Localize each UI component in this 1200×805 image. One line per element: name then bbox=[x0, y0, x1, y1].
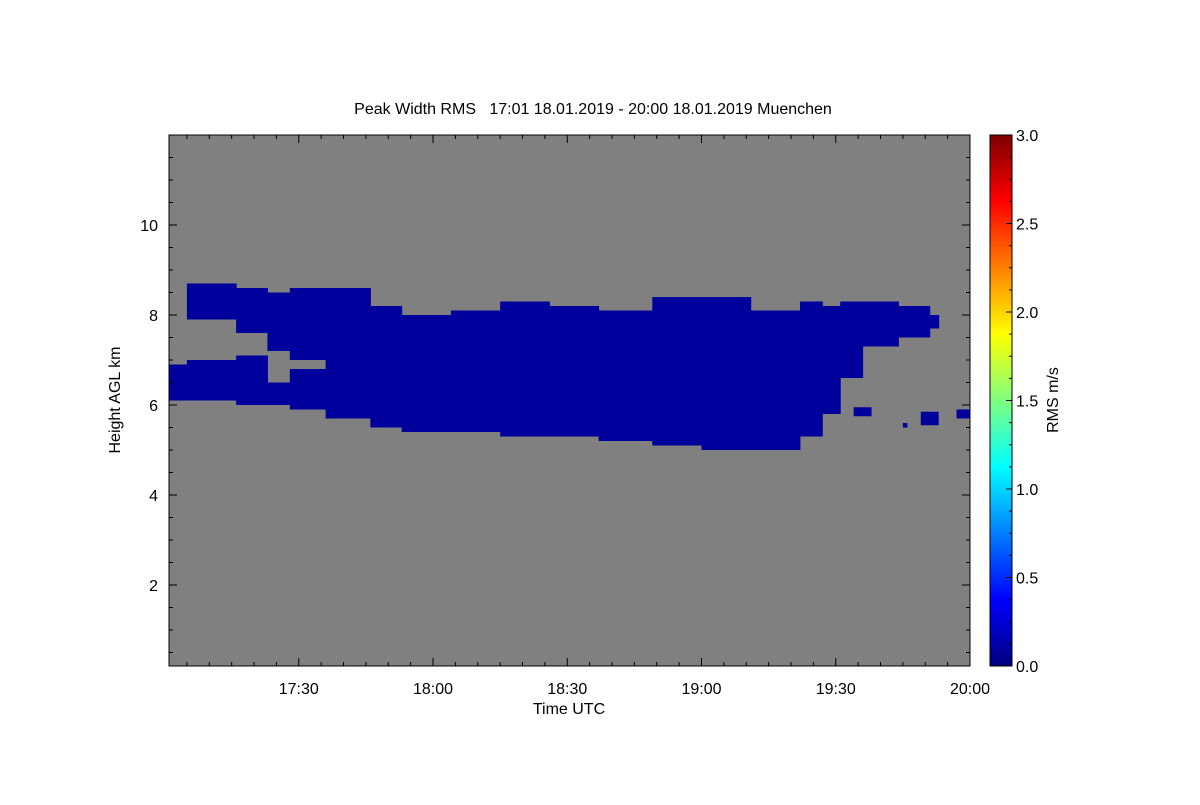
cloud-cell bbox=[902, 423, 908, 428]
x-axis-label: Time UTC bbox=[533, 701, 605, 718]
cloud-cell bbox=[549, 306, 600, 437]
cloud-cell bbox=[853, 407, 872, 417]
cloud-cell bbox=[750, 310, 801, 450]
colorbar-tick-label: 1.5 bbox=[1016, 394, 1038, 411]
cloud-cell bbox=[652, 297, 703, 446]
x-tick-label: 19:00 bbox=[681, 681, 721, 698]
cloud-cell bbox=[236, 355, 268, 405]
cloud-cell bbox=[450, 310, 501, 432]
x-tick-label: 17:30 bbox=[279, 681, 319, 698]
x-tick-label: 20:00 bbox=[950, 681, 990, 698]
cloud-cell bbox=[799, 301, 823, 437]
cloud-cell bbox=[325, 288, 371, 419]
colorbar-tick-label: 3.0 bbox=[1016, 128, 1038, 145]
cloud-cell bbox=[701, 297, 752, 450]
y-tick-label: 4 bbox=[149, 488, 158, 505]
cloud-cell bbox=[598, 310, 653, 441]
cloud-cell bbox=[289, 369, 327, 410]
cloud-cell bbox=[862, 301, 899, 347]
cloud-cell bbox=[500, 301, 550, 437]
x-tick-label: 18:00 bbox=[413, 681, 453, 698]
cloud-cell bbox=[840, 301, 864, 378]
cloud-cell bbox=[401, 315, 452, 432]
y-tick-label: 6 bbox=[149, 398, 158, 415]
cloud-cell bbox=[186, 360, 237, 401]
cloud-cell bbox=[929, 315, 940, 329]
chart-title: Peak Width RMS 17:01 18.01.2019 - 20:00 … bbox=[354, 101, 832, 118]
y-tick-label: 8 bbox=[149, 308, 158, 325]
colorbar-tick-label: 2.5 bbox=[1016, 217, 1038, 234]
cloud-cell bbox=[370, 306, 403, 428]
y-axis-label: Height AGL km bbox=[107, 346, 124, 453]
x-tick-label: 19:30 bbox=[816, 681, 856, 698]
colorbar-tick-label: 0.5 bbox=[1016, 571, 1038, 588]
cloud-cell bbox=[186, 283, 237, 320]
cloud-layer bbox=[169, 283, 970, 450]
axis-ticks bbox=[169, 135, 971, 666]
x-tick-label: 18:30 bbox=[547, 681, 587, 698]
cloud-cell bbox=[956, 409, 970, 419]
colorbar-label: RMS m/s bbox=[1045, 367, 1062, 433]
colorbar-ticks bbox=[1006, 156, 1012, 645]
cloud-cell bbox=[267, 382, 291, 405]
cloud-cell bbox=[169, 364, 188, 401]
cloud-cell bbox=[236, 288, 268, 333]
colorbar-tick-label: 2.0 bbox=[1016, 305, 1038, 322]
cloud-cell bbox=[898, 306, 931, 338]
cloud-cell bbox=[267, 292, 291, 351]
y-tick-label: 2 bbox=[149, 578, 158, 595]
cloud-cell bbox=[289, 288, 327, 360]
cloud-cell bbox=[822, 306, 841, 414]
y-tick-label: 10 bbox=[140, 218, 158, 235]
colorbar-tick-label: 0.0 bbox=[1016, 659, 1038, 676]
plot-frame bbox=[168, 134, 971, 667]
colorbar-tick-label: 1.0 bbox=[1016, 482, 1038, 499]
cloud-cell bbox=[920, 411, 939, 426]
